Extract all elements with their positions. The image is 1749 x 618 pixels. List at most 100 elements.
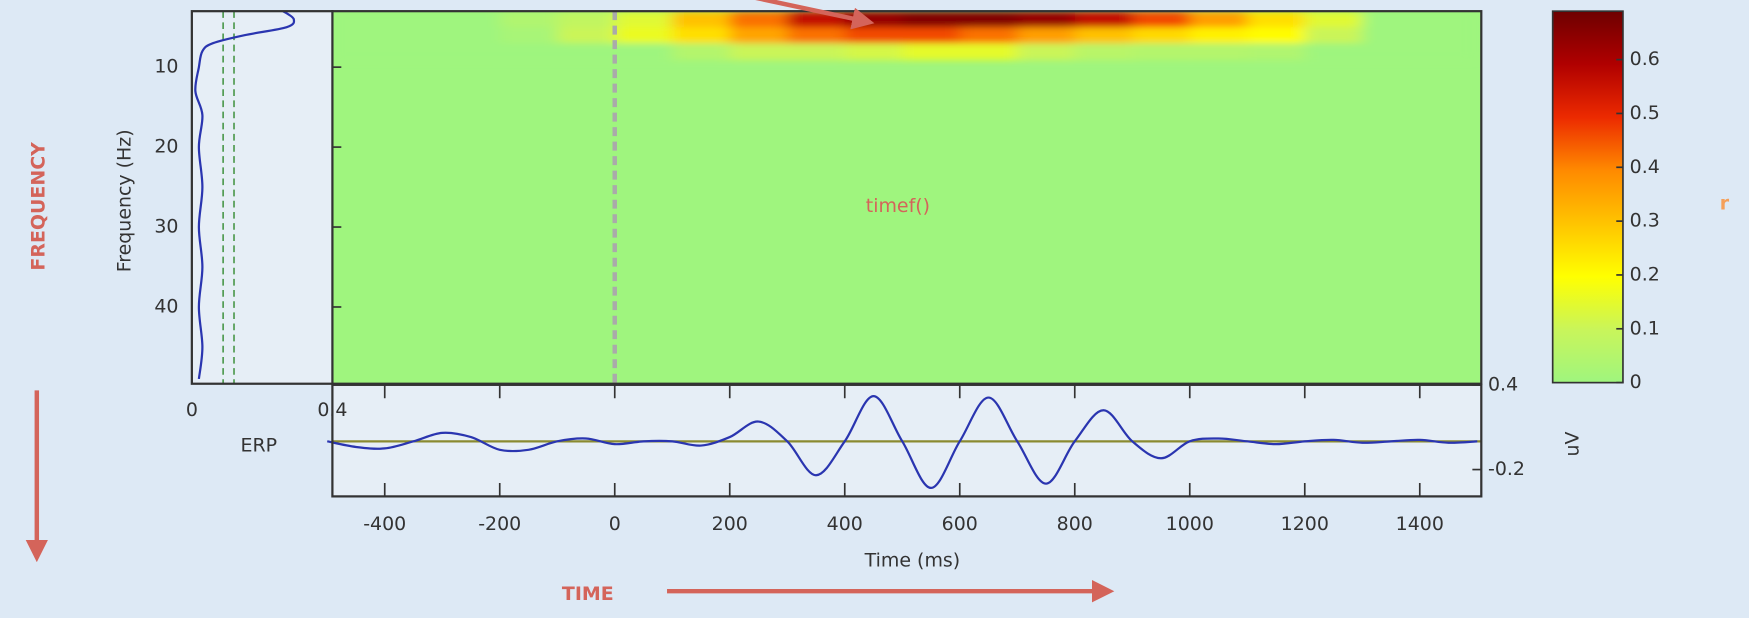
heatmap-cell [1304,43,1364,61]
heatmap-cell [499,27,559,45]
spectrum-background [191,11,333,384]
function-annotation: timef() [866,195,930,217]
heatmap-cell [844,27,904,45]
heatmap-cell [442,43,501,61]
heatmap-cell [729,27,789,45]
heatmap-cell [1304,11,1364,29]
heatmap-cell [672,11,731,29]
heatmap-cell [1419,43,1479,61]
heatmap-cell [1189,27,1249,45]
y-tick-label: 40 [154,295,178,317]
x-tick-label: 1400 [1396,513,1444,535]
heatmap-cell [442,11,501,29]
x-tick-label: 600 [942,513,978,535]
heatmap-cell [614,11,674,29]
heatmap-cell [1074,11,1134,29]
heatmap-cell [844,43,904,61]
colorbar [1551,10,1624,384]
heatmap-cell [959,27,1019,45]
x-tick-label: 400 [827,513,863,535]
heatmap-cell [1074,43,1134,61]
time-annotation: TIME [562,583,614,605]
heatmap-cell [499,43,559,61]
heatmap-cell [332,43,386,61]
spectrum-x-tick-label: 0.4 [317,399,347,421]
heatmap-cell [1419,27,1479,45]
heatmap-cell [1362,43,1421,61]
heatmap-cell [384,11,444,29]
heatmap-cell [729,43,789,61]
erp-label: ERP [240,435,277,457]
colorbar-tick-label: 0.1 [1630,317,1660,339]
heatmap-cell [1017,11,1076,29]
heatmap-cell [902,11,961,29]
heatmap-cell [332,27,386,45]
heatmap-cell [384,27,444,45]
spectrum-line [194,10,296,380]
spectrum-frame [190,10,334,385]
heatmap-cell [1362,11,1421,29]
y-tick-label: 10 [154,56,178,78]
frequency-annotation: FREQUENCY [28,142,50,271]
heatmap-cell [1132,11,1191,29]
x-tick-label: 200 [712,513,748,535]
erp-frame [331,383,1483,498]
heatmap-background [332,11,1482,384]
heatmap-cell [1304,27,1364,45]
heatmap-cell [1074,27,1134,45]
pointer-arrow [755,0,875,30]
x-tick-label: 1200 [1281,513,1329,535]
heatmap-cells [332,11,1479,61]
colorbar-tick-label: 0.5 [1630,102,1660,124]
heatmap-cell [729,11,789,29]
heatmap-cell [672,27,731,45]
y2-tick-label: 0.4 [1488,373,1518,395]
y-tick-label: 30 [154,216,178,238]
colorbar-tick-label: 0.6 [1630,48,1660,70]
x-axis-label: Time (ms) [864,550,961,572]
heatmap-cell [1132,27,1191,45]
y2-tick-label: -0.2 [1488,458,1525,480]
heatmap-cell [1189,43,1249,61]
plot-layer: 10 20 30 40 Frequency (Hz) 0 0.1 0.2 0.3 0.4 0.5 0.… [113,10,1730,572]
heatmap-cell [557,11,616,29]
heatmap-cell [1362,27,1421,45]
heatmap-cell [614,43,674,61]
erp-line [327,395,1478,490]
heatmap-cell [1419,11,1479,29]
heatmap-cell [959,11,1019,29]
x-tick-label: 0 [609,513,621,535]
heatmap-cell [1017,27,1076,45]
heatmap-cell [614,27,674,45]
heatmap-cell [384,43,444,61]
heatmap-cell [1017,43,1076,61]
heatmap-cell [1247,43,1306,61]
x-tick-label: -400 [363,513,406,535]
heatmap-cell [557,43,616,61]
heatmap-cell [332,11,386,29]
x-tick-label: -200 [478,513,521,535]
heatmap-cell [1132,43,1191,61]
heatmap-cell [959,43,1019,61]
heatmap-cell [902,27,961,45]
y2-axis-label: uV [1561,431,1583,456]
heatmap-cell [1247,27,1306,45]
y-axis-label: Frequency (Hz) [113,129,135,272]
heatmap-cell [1247,11,1306,29]
heatmap-cell [499,11,559,29]
y-tick-label: 20 [154,136,178,158]
heatmap-cell [1189,11,1249,29]
colorbar-tick-label: 0.3 [1630,210,1660,232]
heatmap-cell [902,43,961,61]
colorbar-tick-label: 0.2 [1630,263,1660,285]
colorbar-label: r [1720,193,1730,215]
heatmap-cell [442,27,501,45]
colorbar-tick-label: 0.4 [1630,156,1660,178]
heatmap-cell [787,27,846,45]
heatmap-cell [787,43,846,61]
heatmap-blur [332,11,1479,61]
colorbar-tick-label: 0 [1630,371,1642,393]
x-tick-label: 800 [1057,513,1093,535]
